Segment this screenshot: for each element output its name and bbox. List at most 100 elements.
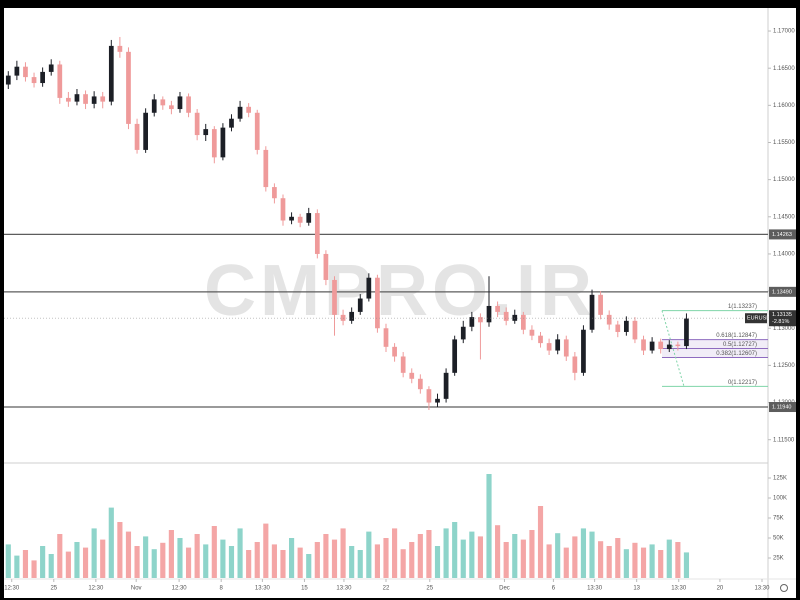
volume-bar: [443, 528, 449, 578]
candle-body: [641, 339, 646, 351]
candle-body: [57, 64, 63, 98]
volume-bar: [469, 531, 475, 578]
candle-body: [323, 253, 329, 280]
volume-bar: [185, 547, 192, 578]
candle-body: [538, 335, 543, 344]
volume-bar: [40, 546, 46, 578]
symbol-label: EURUSD: [747, 316, 770, 322]
candle-body: [435, 398, 440, 403]
candle-body: [246, 106, 252, 113]
volume-bar: [640, 547, 647, 578]
volume-tick-label: 75K: [773, 516, 784, 522]
candle-body: [237, 106, 243, 119]
candle-body: [211, 129, 217, 158]
volume-bar: [623, 549, 629, 578]
candle-body: [632, 320, 638, 340]
candle-body: [426, 389, 432, 403]
volume-bar: [288, 538, 295, 578]
candle-body: [460, 326, 466, 340]
volume-bar: [65, 551, 71, 578]
candle-body: [598, 294, 603, 315]
candle-body: [126, 51, 131, 124]
x-tick-label: 25: [50, 586, 57, 592]
x-tick-label: 8: [220, 586, 224, 592]
fib-label: 0.382(1.12607): [716, 351, 757, 357]
candle-body: [263, 149, 269, 188]
volume-bar: [512, 534, 518, 578]
volume-bar: [615, 538, 621, 578]
level-label: 1.14263: [772, 232, 792, 238]
candle-body: [100, 96, 106, 102]
volume-tick-label: 125K: [773, 476, 787, 482]
fib-label: 0.618(1.12847): [716, 333, 757, 339]
candle-body: [606, 314, 612, 325]
volume-bar: [14, 555, 20, 578]
volume-bar: [589, 531, 595, 578]
candle-body: [314, 213, 320, 254]
candle-body: [220, 127, 226, 158]
level-tag: [769, 229, 796, 240]
candle-body: [357, 298, 363, 312]
change-label: -2.81%: [772, 319, 790, 325]
volume-bar: [520, 539, 526, 578]
candle-body: [581, 329, 586, 373]
volume-bar: [477, 536, 484, 578]
candle-body: [306, 213, 312, 223]
volume-bar: [460, 539, 466, 578]
candle-body: [349, 311, 355, 321]
x-tick-label: 13:30: [754, 586, 770, 592]
volume-bar: [263, 523, 269, 578]
volume-bar: [400, 549, 406, 578]
x-tick-label: 25: [426, 586, 433, 592]
candle-body: [623, 320, 629, 332]
candle-body: [366, 277, 372, 299]
volume-bar: [5, 544, 11, 578]
volume-bar: [331, 539, 338, 578]
y-tick-label: 1.14000: [773, 252, 795, 258]
candle-body: [194, 112, 200, 136]
x-tick-label: 12:30: [172, 586, 188, 592]
fib-label: 0.5(1.12727): [723, 342, 757, 348]
candle-body: [40, 71, 45, 84]
candle-body: [23, 66, 28, 78]
candle-body: [48, 64, 54, 72]
fib-label: 0(1.12217): [728, 380, 757, 386]
candle-body: [91, 96, 97, 104]
volume-bar: [537, 506, 544, 578]
volume-bar: [529, 530, 535, 578]
background: [4, 8, 796, 598]
x-tick-label: 13:30: [255, 586, 271, 592]
volume-bar: [434, 546, 441, 578]
volume-bar: [246, 550, 252, 578]
candle-body: [675, 344, 681, 347]
candle-body: [297, 216, 303, 223]
candle-body: [160, 99, 166, 106]
watermark: CMPRO.IR: [204, 251, 596, 331]
settings-icon[interactable]: [780, 584, 788, 592]
volume-bar: [486, 474, 492, 578]
candle-body: [254, 112, 260, 150]
x-tick-label: 22: [383, 586, 390, 592]
candle-body: [417, 378, 423, 390]
candle-body: [186, 96, 191, 113]
volume-bar: [271, 544, 277, 578]
volume-bar: [108, 507, 114, 578]
volume-bar: [31, 560, 37, 578]
x-tick-label: 20: [717, 586, 724, 592]
y-tick-label: 1.11500: [773, 437, 795, 443]
candle-body: [272, 187, 277, 199]
y-tick-label: 1.16000: [773, 103, 795, 109]
volume-bar: [220, 539, 226, 578]
x-tick-label: Nov: [131, 586, 142, 592]
candle-body: [117, 45, 123, 52]
volume-bar: [177, 538, 183, 578]
candle-body: [332, 279, 337, 315]
candle-body: [589, 294, 595, 330]
candle-body: [5, 75, 11, 85]
x-tick-label: 12:30: [88, 586, 104, 592]
candle-body: [143, 112, 149, 150]
symbol-tag: [745, 313, 767, 324]
volume-bar: [580, 528, 587, 578]
volume-bar: [237, 528, 243, 578]
